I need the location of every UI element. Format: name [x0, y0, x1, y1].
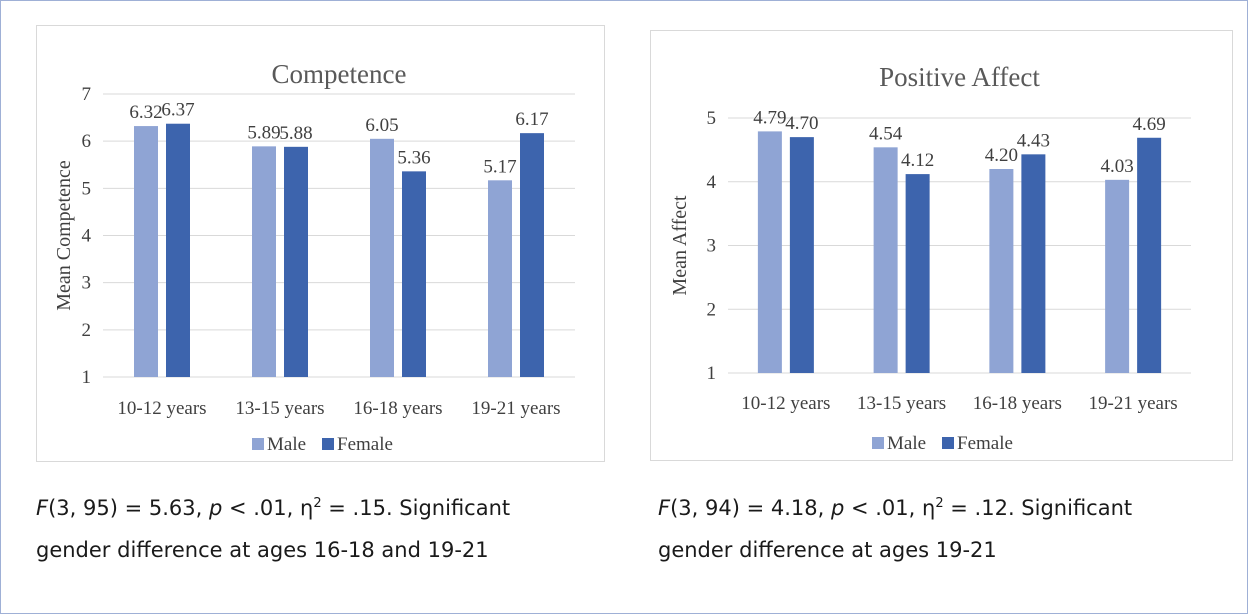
x-tick-label: 13-15 years	[235, 398, 324, 419]
y-tick-label: 6	[82, 131, 92, 152]
bar-male	[488, 180, 512, 377]
x-tick-label: 16-18 years	[973, 393, 1062, 414]
chart-title: Positive Affect	[879, 62, 1040, 92]
legend-label-male: Male	[267, 434, 306, 455]
y-tick-label: 3	[707, 236, 717, 257]
p-value: < .01, η	[222, 496, 314, 520]
data-label: 4.70	[785, 113, 818, 134]
competence-caption: F(3, 95) = 5.63, p < .01, η2 = .15. Sign…	[36, 487, 616, 571]
legend-swatch-male	[872, 437, 884, 449]
x-tick-label: 13-15 years	[857, 393, 946, 414]
bar-male	[370, 138, 394, 377]
y-tick-label: 2	[707, 299, 717, 320]
eta-value: = .15. Significant	[321, 496, 511, 520]
data-label: 4.43	[1017, 130, 1050, 151]
x-tick-label: 16-18 years	[353, 398, 442, 419]
data-label: 5.17	[483, 156, 516, 177]
bar-female	[520, 133, 544, 377]
competence-chart: Competence 1 2 3 4 5 6 7 Mean Competence 6.32 6.37…	[36, 25, 605, 462]
caption-line-1: F(3, 94) = 4.18, p < .01, η2 = .12. Sign…	[658, 487, 1238, 529]
bar-female	[1021, 154, 1046, 373]
y-tick-label: 4	[707, 172, 717, 193]
y-tick-label: 1	[707, 363, 717, 384]
y-axis-label: Mean Competence	[53, 160, 75, 311]
data-label: 4.54	[869, 123, 903, 144]
data-label: 4.03	[1101, 156, 1134, 177]
bar-female	[905, 174, 930, 373]
legend-swatch-female	[942, 437, 954, 449]
legend-label-female: Female	[337, 434, 393, 455]
y-tick-label: 5	[707, 108, 717, 129]
legend-label-female: Female	[957, 433, 1013, 454]
bar-female	[402, 171, 426, 377]
positive-affect-caption: F(3, 94) = 4.18, p < .01, η2 = .12. Sign…	[658, 487, 1238, 571]
bar-male	[1105, 179, 1130, 373]
positive-affect-chart: Positive Affect 1 2 3 4 5 Mean Affect 4.79 4.70 1…	[650, 30, 1233, 461]
eta-exponent: 2	[313, 496, 322, 511]
data-label: 6.05	[365, 115, 398, 136]
data-label: 5.89	[247, 122, 280, 143]
caption-line-2: gender difference at ages 19-21	[658, 538, 997, 562]
data-label: 4.12	[901, 150, 934, 171]
eta-exponent: 2	[935, 496, 944, 511]
x-tick-label: 10-12 years	[117, 398, 206, 419]
p-symbol: p	[830, 496, 845, 520]
p-value: < .01, η	[844, 496, 936, 520]
caption-line-2: gender difference at ages 16-18 and 19-2…	[36, 538, 489, 562]
f-args: (3, 95) = 5.63,	[48, 496, 209, 520]
y-tick-label: 2	[82, 320, 92, 341]
data-label: 6.37	[161, 100, 194, 121]
eta-value: = .12. Significant	[943, 496, 1133, 520]
x-tick-label: 19-21 years	[1089, 393, 1178, 414]
y-axis-label: Mean Affect	[669, 195, 691, 296]
bar-female	[284, 146, 308, 377]
bar-female	[789, 137, 814, 373]
y-tick-label: 5	[82, 178, 92, 199]
caption-line-1: F(3, 95) = 5.63, p < .01, η2 = .15. Sign…	[36, 487, 616, 529]
data-label: 4.69	[1133, 114, 1166, 135]
bar-male	[873, 147, 898, 373]
x-tick-label: 19-21 years	[471, 398, 560, 419]
legend-swatch-female	[322, 438, 334, 450]
f-symbol: F	[658, 496, 671, 520]
bar-male	[134, 126, 158, 377]
chart-title: Competence	[272, 59, 407, 89]
competence-chart-svg: Competence 1 2 3 4 5 6 7 Mean Competence 6.326.37…	[53, 59, 575, 455]
bar-male	[252, 146, 276, 377]
y-tick-label: 7	[82, 84, 92, 105]
data-label: 4.20	[985, 145, 1018, 166]
data-label: 5.36	[397, 147, 430, 168]
bar-male	[989, 169, 1014, 373]
legend-swatch-male	[252, 438, 264, 450]
bar-female	[1137, 137, 1162, 373]
data-label: 5.88	[279, 123, 312, 144]
bar-female	[166, 123, 190, 377]
y-tick-label: 3	[82, 273, 92, 294]
f-symbol: F	[36, 496, 49, 520]
y-tick-label: 1	[82, 367, 92, 388]
positive-affect-chart-svg: Positive Affect 1 2 3 4 5 Mean Affect 4.794.70 1…	[669, 62, 1191, 454]
data-label: 6.32	[129, 102, 162, 123]
x-tick-label: 10-12 years	[741, 393, 830, 414]
y-tick-label: 4	[82, 226, 92, 247]
bar-male	[757, 131, 782, 373]
p-symbol: p	[208, 496, 223, 520]
f-args: (3, 94) = 4.18,	[670, 496, 831, 520]
data-label: 4.79	[753, 107, 786, 128]
data-label: 6.17	[515, 109, 548, 130]
legend-label-male: Male	[887, 433, 926, 454]
